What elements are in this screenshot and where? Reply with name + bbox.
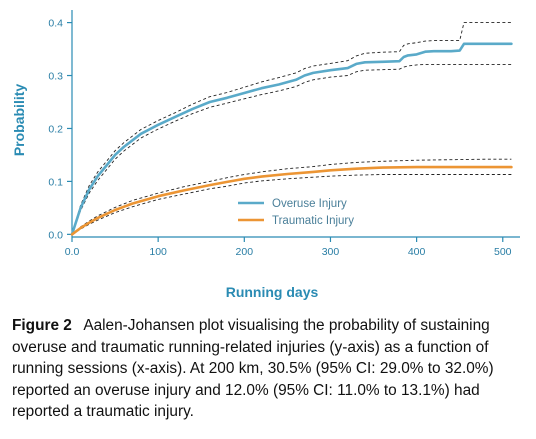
caption-text: Aalen-Johansen plot visualising the prob… — [12, 317, 494, 420]
y-tick-label: 0.2 — [48, 123, 63, 135]
ci-upper-line-series-0 — [71, 22, 512, 235]
caption-label: Figure 2 — [12, 317, 72, 334]
series-line-traumatic-injury — [70, 165, 513, 236]
ci-lower-line-series-0 — [71, 63, 512, 235]
y-tick-label: 0.4 — [48, 18, 63, 30]
aalen-johansen-chart: 0.0 0.1 0.2 0.3 0.4 0.0 100 200 300 400 500 Overus… — [11, 10, 520, 300]
series-line-overuse-injury — [70, 42, 513, 236]
x-tick-label: 500 — [494, 246, 512, 258]
axes: 0.0 0.1 0.2 0.3 0.4 0.0 100 200 300 400 500 — [48, 10, 520, 258]
series-lines — [70, 42, 513, 236]
x-tick-label: 200 — [236, 246, 254, 258]
y-tick-label: 0.0 — [48, 229, 63, 241]
y-tick-label: 0.3 — [48, 71, 63, 83]
y-tick-label: 0.1 — [48, 176, 63, 188]
legend: Overuse Injury Traumatic Injury — [238, 198, 354, 227]
x-tick-label: 400 — [408, 246, 426, 258]
x-axis-label: Running days — [226, 284, 319, 300]
legend-label-0: Overuse Injury — [272, 198, 347, 210]
x-tick-label: 100 — [149, 246, 167, 258]
x-tick-label: 300 — [322, 246, 340, 258]
x-tick-label: 0.0 — [65, 246, 80, 258]
y-axis-label: Probability — [11, 84, 27, 157]
legend-label-1: Traumatic Injury — [272, 215, 354, 227]
ci-lower-line-series-1 — [71, 174, 512, 235]
figure-caption: Figure 2 Aalen-Johansen plot visualising… — [12, 315, 524, 423]
confidence-intervals — [71, 22, 512, 235]
